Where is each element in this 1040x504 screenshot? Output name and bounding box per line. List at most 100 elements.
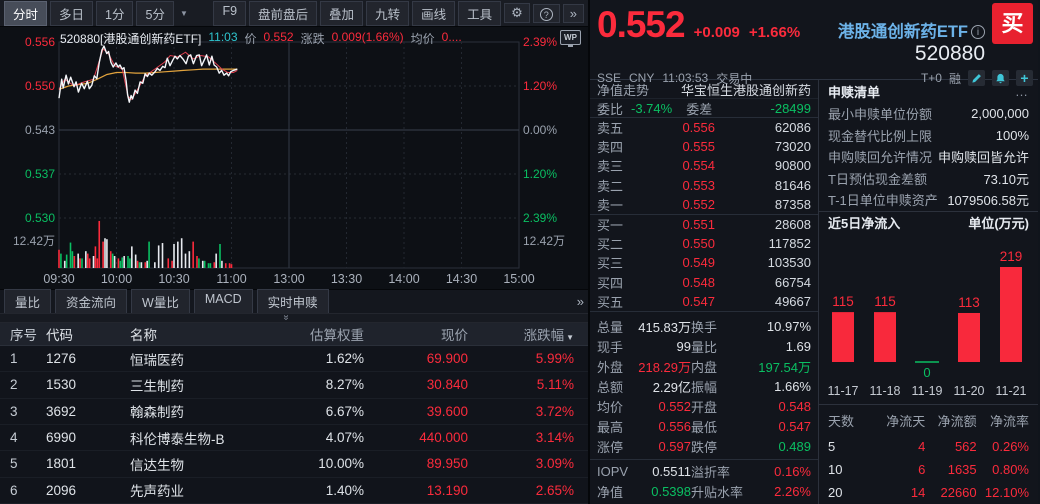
bid-row[interactable]: 买五 0.547 49667 <box>590 292 818 311</box>
level-volume: 28608 <box>774 217 811 233</box>
stock-code: 6990 <box>46 430 77 446</box>
bid-row[interactable]: 买四 0.548 66754 <box>590 273 818 292</box>
holdings-header-cell: 名称 <box>130 328 157 343</box>
svg-text:113: 113 <box>958 294 980 309</box>
menu-dots-icon[interactable]: … <box>1015 84 1029 99</box>
svg-text:115: 115 <box>874 294 896 309</box>
info-icon[interactable]: i <box>971 25 985 39</box>
svg-text:11-18: 11-18 <box>869 384 900 398</box>
period-tab[interactable]: 多日 <box>50 0 94 26</box>
ask-levels: 卖五 0.556 62086 卖四 0.555 73020 卖三 0.554 90800 卖二 0.… <box>590 118 818 214</box>
change-pct: 3.09% <box>535 456 574 472</box>
flow-header-cell: 天数 <box>828 413 855 429</box>
alert-bell-icon[interactable] <box>992 70 1009 87</box>
bid-row[interactable]: 买三 0.549 103530 <box>590 253 818 272</box>
change-pct: 3.14% <box>535 430 574 446</box>
period-tab[interactable]: 5分 <box>136 0 174 26</box>
toolbar-more-icon[interactable]: » <box>562 3 584 23</box>
weibi-label: 委比 <box>597 101 624 117</box>
last-price: 30.840 <box>426 377 468 393</box>
last-price: 0.552 <box>597 4 686 45</box>
toolbar-button[interactable]: 工具 <box>458 0 502 26</box>
indicator-tab[interactable]: MACD <box>193 289 253 314</box>
indicator-tab[interactable]: 实时申赎 <box>256 289 329 314</box>
period-tab[interactable]: 1分 <box>96 0 134 26</box>
days: 20 <box>828 485 843 501</box>
price-change: +0.009 <box>693 24 740 41</box>
stat-value: 0.5511 <box>652 464 691 480</box>
edit-pencil-icon[interactable] <box>968 70 985 87</box>
add-plus-icon[interactable]: + <box>1016 70 1033 87</box>
settings-gear-icon[interactable]: ⚙ <box>504 3 530 23</box>
bid-row[interactable]: 买一 0.551 28608 <box>590 215 818 234</box>
level-label: 卖五 <box>597 121 624 137</box>
flow-row: 10 6 1635 0.80% <box>819 458 1038 481</box>
flow-row: 5 4 562 0.26% <box>819 436 1038 459</box>
level-volume: 49667 <box>774 293 811 309</box>
toolbar-button[interactable]: 画线 <box>412 0 456 26</box>
flow-bar-chart: 115 11-17 115 11-18 0 11-19 113 11-20 219 11-21 <box>827 249 1026 398</box>
bid-row[interactable]: 买二 0.550 117852 <box>590 234 818 253</box>
stat-label: 开盘 <box>691 400 718 416</box>
toolbar-button[interactable]: 盘前盘后 <box>249 0 318 26</box>
toolbar-button[interactable]: 九转 <box>366 0 410 26</box>
margin-badge: 融 <box>948 71 961 86</box>
row-index: 5 <box>10 456 18 472</box>
stock-name: 科伦博泰生物-B <box>130 431 225 447</box>
ask-row[interactable]: 卖一 0.552 87358 <box>590 195 818 214</box>
table-row[interactable]: 5 1801 信达生物 10.00% 89.950 3.09% <box>0 451 588 478</box>
indicator-tab[interactable]: W量比 <box>131 289 190 314</box>
ask-row[interactable]: 卖二 0.553 81646 <box>590 176 818 195</box>
indicator-tabs-more-icon[interactable]: » <box>576 294 584 309</box>
table-row[interactable]: 1 1276 恒瑞医药 1.62% 69.900 5.99% <box>0 346 588 373</box>
level-volume: 62086 <box>774 120 811 136</box>
subscription-row: T-1日单位申赎资产 1079506.58元 <box>819 189 1038 211</box>
wp-monitor-icon[interactable]: WP <box>560 30 581 47</box>
indicator-tab[interactable]: 量比 <box>4 289 52 314</box>
holdings-header-cell[interactable]: 涨跌幅 ▼ <box>523 328 574 343</box>
collapse-chevron-icon[interactable]: » <box>280 314 292 321</box>
level-price: 0.554 <box>682 158 715 174</box>
inflow-days: 6 <box>918 462 926 478</box>
panel-divider: » <box>0 313 588 323</box>
period-caret-icon[interactable]: ▼ <box>179 8 188 18</box>
svg-text:11-21: 11-21 <box>995 384 1026 398</box>
stat-label: 升贴水率 <box>691 485 744 501</box>
stat-value: 218.29万 <box>638 360 691 376</box>
buy-button[interactable]: 买 <box>992 3 1033 44</box>
toolbar-button[interactable]: 叠加 <box>320 0 364 26</box>
table-row[interactable]: 6 2096 先声药业 1.40% 13.190 2.65% <box>0 478 588 504</box>
indicator-tab[interactable]: 资金流向 <box>55 289 128 314</box>
table-row[interactable]: 4 6990 科伦博泰生物-B 4.07% 440.000 3.14% <box>0 425 588 452</box>
stat-label: 外盘 <box>597 360 624 376</box>
period-tab[interactable]: 分时 <box>4 0 48 26</box>
toolbar-button[interactable]: F9 <box>213 0 247 26</box>
level-price: 0.555 <box>682 139 715 155</box>
price-label: 价 <box>244 32 257 46</box>
orderbook-column: 净值走势 华宝恒生港股通创新药 委比 -3.74% 委差 -28499 卖五 0.… <box>590 80 819 504</box>
holdings-header-cell: 现价 <box>441 328 468 343</box>
ask-row[interactable]: 卖四 0.555 73020 <box>590 137 818 156</box>
level-volume: 81646 <box>774 177 811 193</box>
ask-row[interactable]: 卖三 0.554 90800 <box>590 156 818 175</box>
table-row[interactable]: 3 3692 翰森制药 6.67% 39.600 3.72% <box>0 399 588 425</box>
row-index: 4 <box>10 430 18 446</box>
quote-meta: SSE CNY 11:03:53 交易中 T+0 融 + <box>597 70 1033 87</box>
stat-label: 最高 <box>597 420 624 436</box>
last-price: 13.190 <box>426 482 468 498</box>
flow-header-cell: 净流额 <box>937 413 977 429</box>
subscription-title: 申赎清单 <box>828 85 881 100</box>
chart-header: 520880[港股通创新药ETF] 11:03 价 0.552 涨跌 0.009… <box>60 30 554 47</box>
svg-text:13:30: 13:30 <box>331 272 362 286</box>
nav-trend-row[interactable]: 净值走势 华宝恒生港股通创新药 <box>590 80 818 99</box>
intraday-chart[interactable]: 520880[港股通创新药ETF] 11:03 价 0.552 涨跌 0.009… <box>0 27 588 289</box>
subscription-row: 现金替代比例上限 100% <box>819 125 1038 147</box>
table-row[interactable]: 2 1530 三生制药 8.27% 30.840 5.11% <box>0 372 588 399</box>
indicator-tabs: 量比 资金流向 W量比 MACD 实时申赎 » <box>0 289 588 314</box>
ask-row[interactable]: 卖五 0.556 62086 <box>590 118 818 137</box>
help-icon[interactable]: ? <box>532 3 560 23</box>
holdings-header-cell: 序号 <box>10 328 37 343</box>
level-volume: 66754 <box>774 274 811 290</box>
stat-label: 均价 <box>597 400 624 416</box>
level-label: 卖三 <box>597 159 624 175</box>
